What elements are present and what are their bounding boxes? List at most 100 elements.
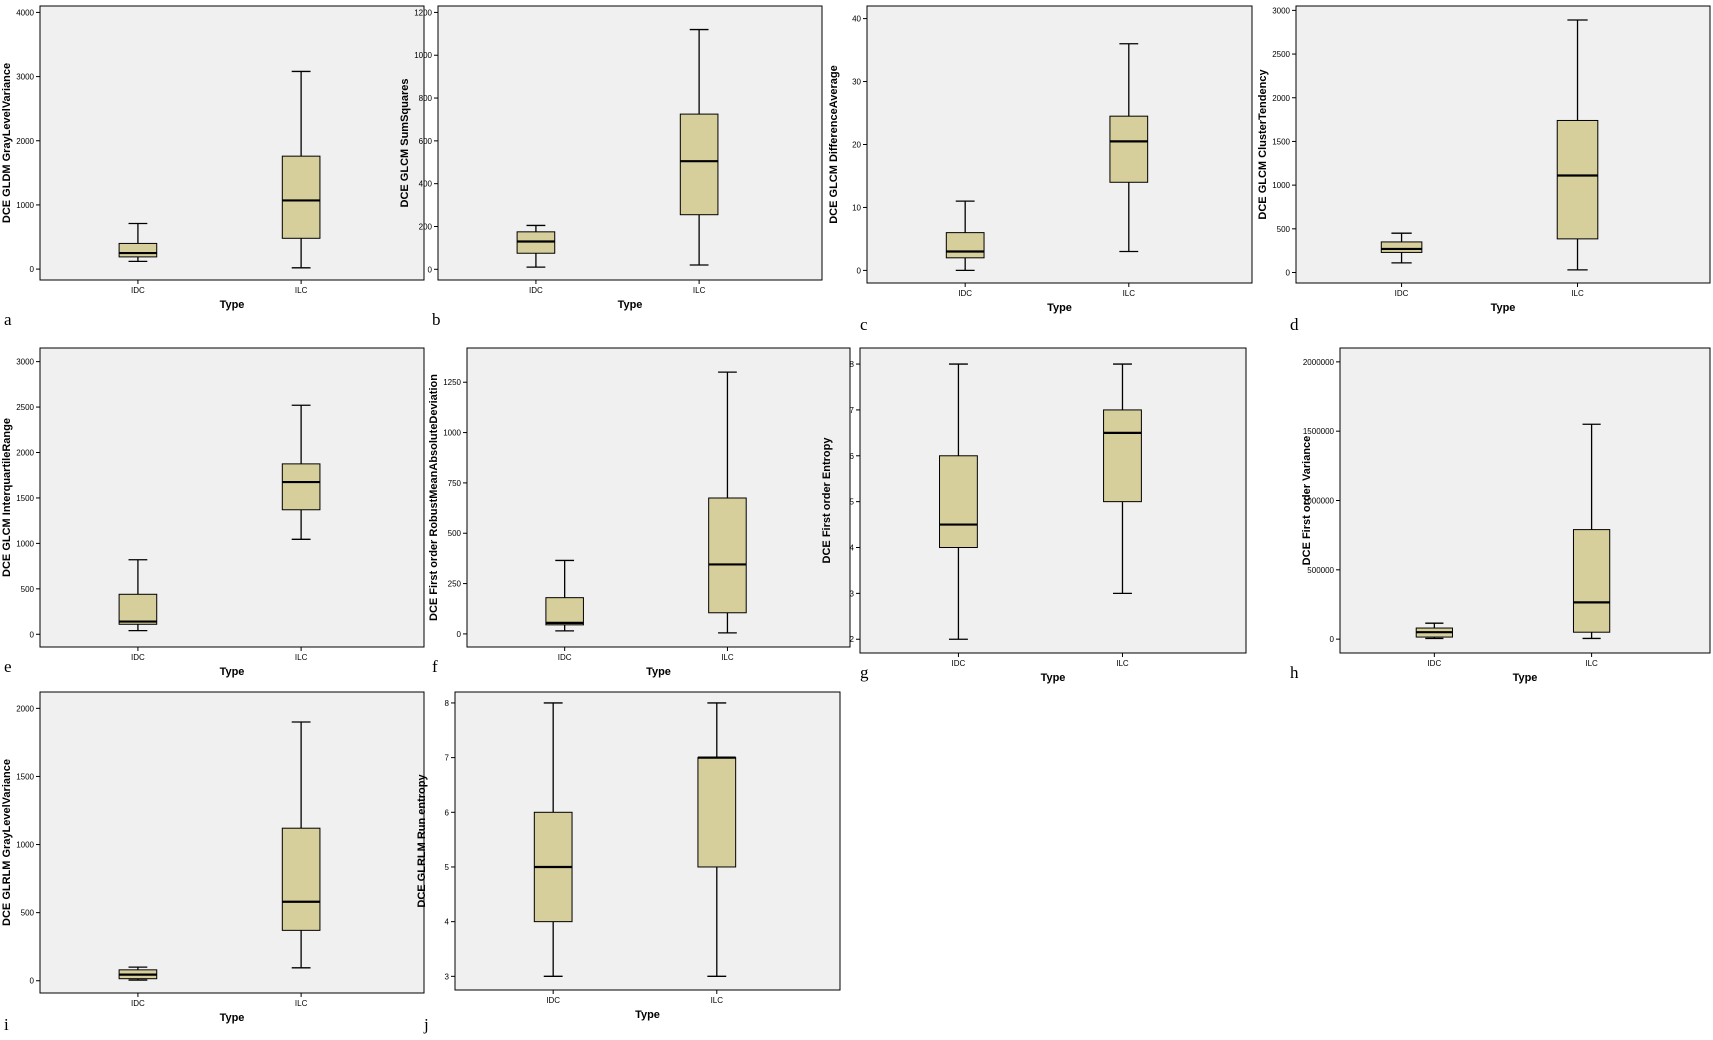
y-tick-label: 10 — [852, 203, 861, 212]
y-axis-title: DCE GLCM InterquartileRange — [1, 418, 13, 577]
y-tick-label: 0 — [1286, 269, 1291, 278]
box-ilc — [1109, 43, 1149, 253]
x-axis-title: Type — [618, 299, 643, 311]
y-tick-label: 750 — [448, 479, 462, 488]
plot-area — [454, 691, 841, 991]
box-idc — [118, 222, 158, 263]
y-tick-label: 400 — [419, 180, 433, 189]
y-tick-label: 500 — [1277, 225, 1291, 234]
box-ilc — [708, 371, 747, 634]
y-tick-label: 30 — [852, 78, 861, 87]
x-category-label: ILC — [1123, 289, 1136, 298]
chart-panel-b: 0 200 400 600 800 1000 1200 IDC ILC Type DCE GLCM … — [399, 5, 823, 329]
box-ilc — [281, 721, 321, 969]
y-tick-label: 2000 — [1272, 94, 1290, 103]
y-tick-label: 4 — [445, 918, 450, 927]
y-tick-label: 0 — [30, 630, 35, 639]
panel-letter: e — [4, 657, 12, 676]
x-category-label: IDC — [131, 999, 145, 1008]
iqr-box — [1380, 241, 1423, 253]
x-axis-title: Type — [1491, 302, 1516, 314]
y-tick-label: 7 — [445, 754, 450, 763]
y-tick-label: 2000 — [16, 704, 34, 713]
y-tick-label: 6 — [850, 452, 855, 461]
panel-letter: b — [432, 310, 441, 329]
y-tick-label: 500 — [21, 909, 35, 918]
y-tick-label: 1000 — [1272, 181, 1290, 190]
y-tick-label: 5 — [850, 498, 855, 507]
y-tick-label: 2500 — [1272, 50, 1290, 59]
x-category-label: IDC — [1427, 659, 1441, 668]
plot-area — [39, 691, 425, 994]
panel-letter: a — [4, 310, 12, 329]
y-tick-label: 0 — [30, 977, 35, 986]
y-tick-label: 3 — [850, 589, 855, 598]
iqr-box — [1109, 115, 1149, 183]
x-category-label: ILC — [1571, 289, 1584, 298]
iqr-box — [1556, 119, 1599, 240]
box-idc — [118, 559, 158, 632]
x-category-label: IDC — [958, 289, 972, 298]
panel-letter: h — [1290, 663, 1299, 682]
box-idc — [118, 966, 158, 981]
iqr-box — [1572, 529, 1611, 633]
chart-panel-i: 0 500 1000 1500 2000 IDC ILC Type DCE GLRLM Gray… — [1, 691, 425, 1034]
y-tick-label: 600 — [419, 137, 433, 146]
plot-area — [437, 5, 823, 281]
box-idc — [533, 702, 573, 977]
x-category-label: ILC — [1116, 659, 1129, 668]
y-tick-label: 1000 — [16, 201, 34, 210]
box-idc — [545, 559, 584, 632]
y-axis-title: DCE GLDM GrayLevelVariance — [1, 63, 13, 223]
box-ilc — [281, 70, 321, 269]
iqr-box — [945, 232, 985, 259]
chart-panel-j: 3 4 5 6 7 8 IDC ILC Type DCE GLRLM Run entropy j — [416, 691, 841, 1034]
y-tick-label: 2000 — [16, 137, 34, 146]
y-tick-label: 1000 — [414, 51, 432, 60]
y-tick-label: 1250 — [443, 378, 461, 387]
x-axis-title: Type — [646, 666, 671, 678]
x-axis-title: Type — [220, 299, 245, 311]
x-category-label: IDC — [558, 653, 572, 662]
plot-area — [39, 347, 425, 648]
iqr-box — [697, 757, 737, 868]
y-tick-label: 20 — [852, 141, 861, 150]
y-tick-label: 1000 — [16, 539, 34, 548]
panel-letter: g — [860, 663, 869, 682]
y-tick-label: 800 — [419, 94, 433, 103]
x-category-label: IDC — [546, 996, 560, 1005]
box-ilc — [281, 404, 321, 540]
plot-area — [39, 5, 425, 281]
y-tick-label: 250 — [448, 580, 462, 589]
y-tick-label: 6 — [445, 808, 450, 817]
y-tick-label: 500 — [448, 529, 462, 538]
iqr-box — [281, 463, 321, 511]
y-tick-label: 1500 — [16, 494, 34, 503]
box-ilc — [679, 28, 719, 266]
y-tick-label: 0 — [457, 630, 462, 639]
y-axis-title: DCE GLRLM GrayLevelVariance — [1, 759, 13, 926]
y-axis-title: DCE First order Variance — [1301, 436, 1313, 566]
chart-panel-h: 0 500000 1000000 1500000 2000000 IDC ILC Type DC… — [1290, 347, 1711, 684]
chart-panel-d: 0 500 1000 1500 2000 2500 3000 IDC ILC Type DCE GL… — [1257, 5, 1711, 334]
y-axis-title: DCE GLCM DifferenceAverage — [828, 65, 840, 224]
panel-letter: i — [4, 1015, 9, 1034]
panel-letter: c — [860, 315, 868, 334]
plot-area — [866, 5, 1253, 284]
y-tick-label: 1000 — [16, 841, 34, 850]
iqr-box — [708, 497, 747, 614]
y-tick-label: 2000000 — [1303, 358, 1335, 367]
x-category-label: ILC — [693, 286, 706, 295]
plot-area — [1295, 5, 1711, 284]
iqr-box — [118, 593, 158, 625]
x-category-label: IDC — [131, 286, 145, 295]
panel-letter: d — [1290, 315, 1299, 334]
y-tick-label: 500 — [21, 585, 35, 594]
x-category-label: ILC — [1585, 659, 1598, 668]
y-tick-label: 2000 — [16, 449, 34, 458]
x-axis-title: Type — [635, 1009, 660, 1021]
x-axis-title: Type — [220, 666, 245, 678]
chart-panel-e: 0 500 1000 1500 2000 2500 3000 IDC ILC Type DCE GL… — [1, 347, 425, 678]
iqr-box — [545, 597, 584, 626]
